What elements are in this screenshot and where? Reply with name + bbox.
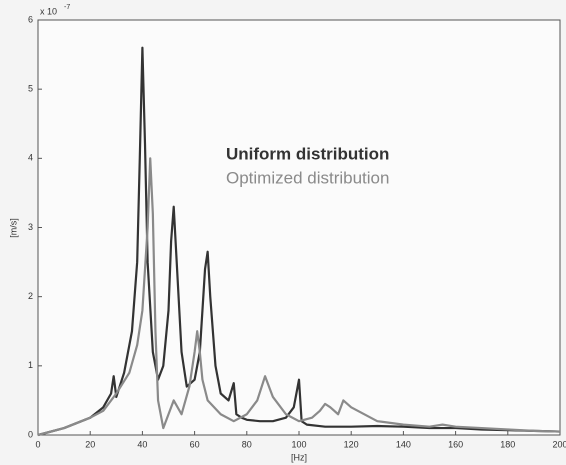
y-exponent: x 10 (40, 6, 57, 16)
x-tick-label: 0 (35, 439, 40, 449)
legend-entry: Optimized distribution (226, 168, 389, 187)
y-tick-label: 1 (28, 360, 33, 370)
x-tick-label: 200 (552, 439, 566, 449)
x-tick-label: 40 (137, 439, 147, 449)
y-tick-label: 0 (28, 429, 33, 439)
y-exponent-power: -7 (64, 4, 70, 11)
x-tick-label: 180 (500, 439, 515, 449)
x-tick-label: 60 (190, 439, 200, 449)
y-tick-label: 3 (28, 222, 33, 232)
plot-area (37, 19, 561, 436)
x-tick-label: 140 (396, 439, 411, 449)
y-tick-label: 6 (28, 14, 33, 24)
x-tick-label: 100 (291, 439, 306, 449)
y-tick-label: 5 (28, 84, 33, 94)
legend-entry: Uniform distribution (226, 144, 389, 163)
y-tick-label: 2 (28, 291, 33, 301)
x-tick-label: 160 (448, 439, 463, 449)
x-tick-label: 20 (85, 439, 95, 449)
x-axis-label: [Hz] (291, 452, 307, 462)
data-line (37, 46, 561, 437)
x-tick-label: 80 (242, 439, 252, 449)
data-line (37, 157, 561, 437)
x-tick-label: 120 (344, 439, 359, 449)
y-tick-label: 4 (28, 153, 33, 163)
y-axis-label: [m/s] (8, 218, 18, 238)
